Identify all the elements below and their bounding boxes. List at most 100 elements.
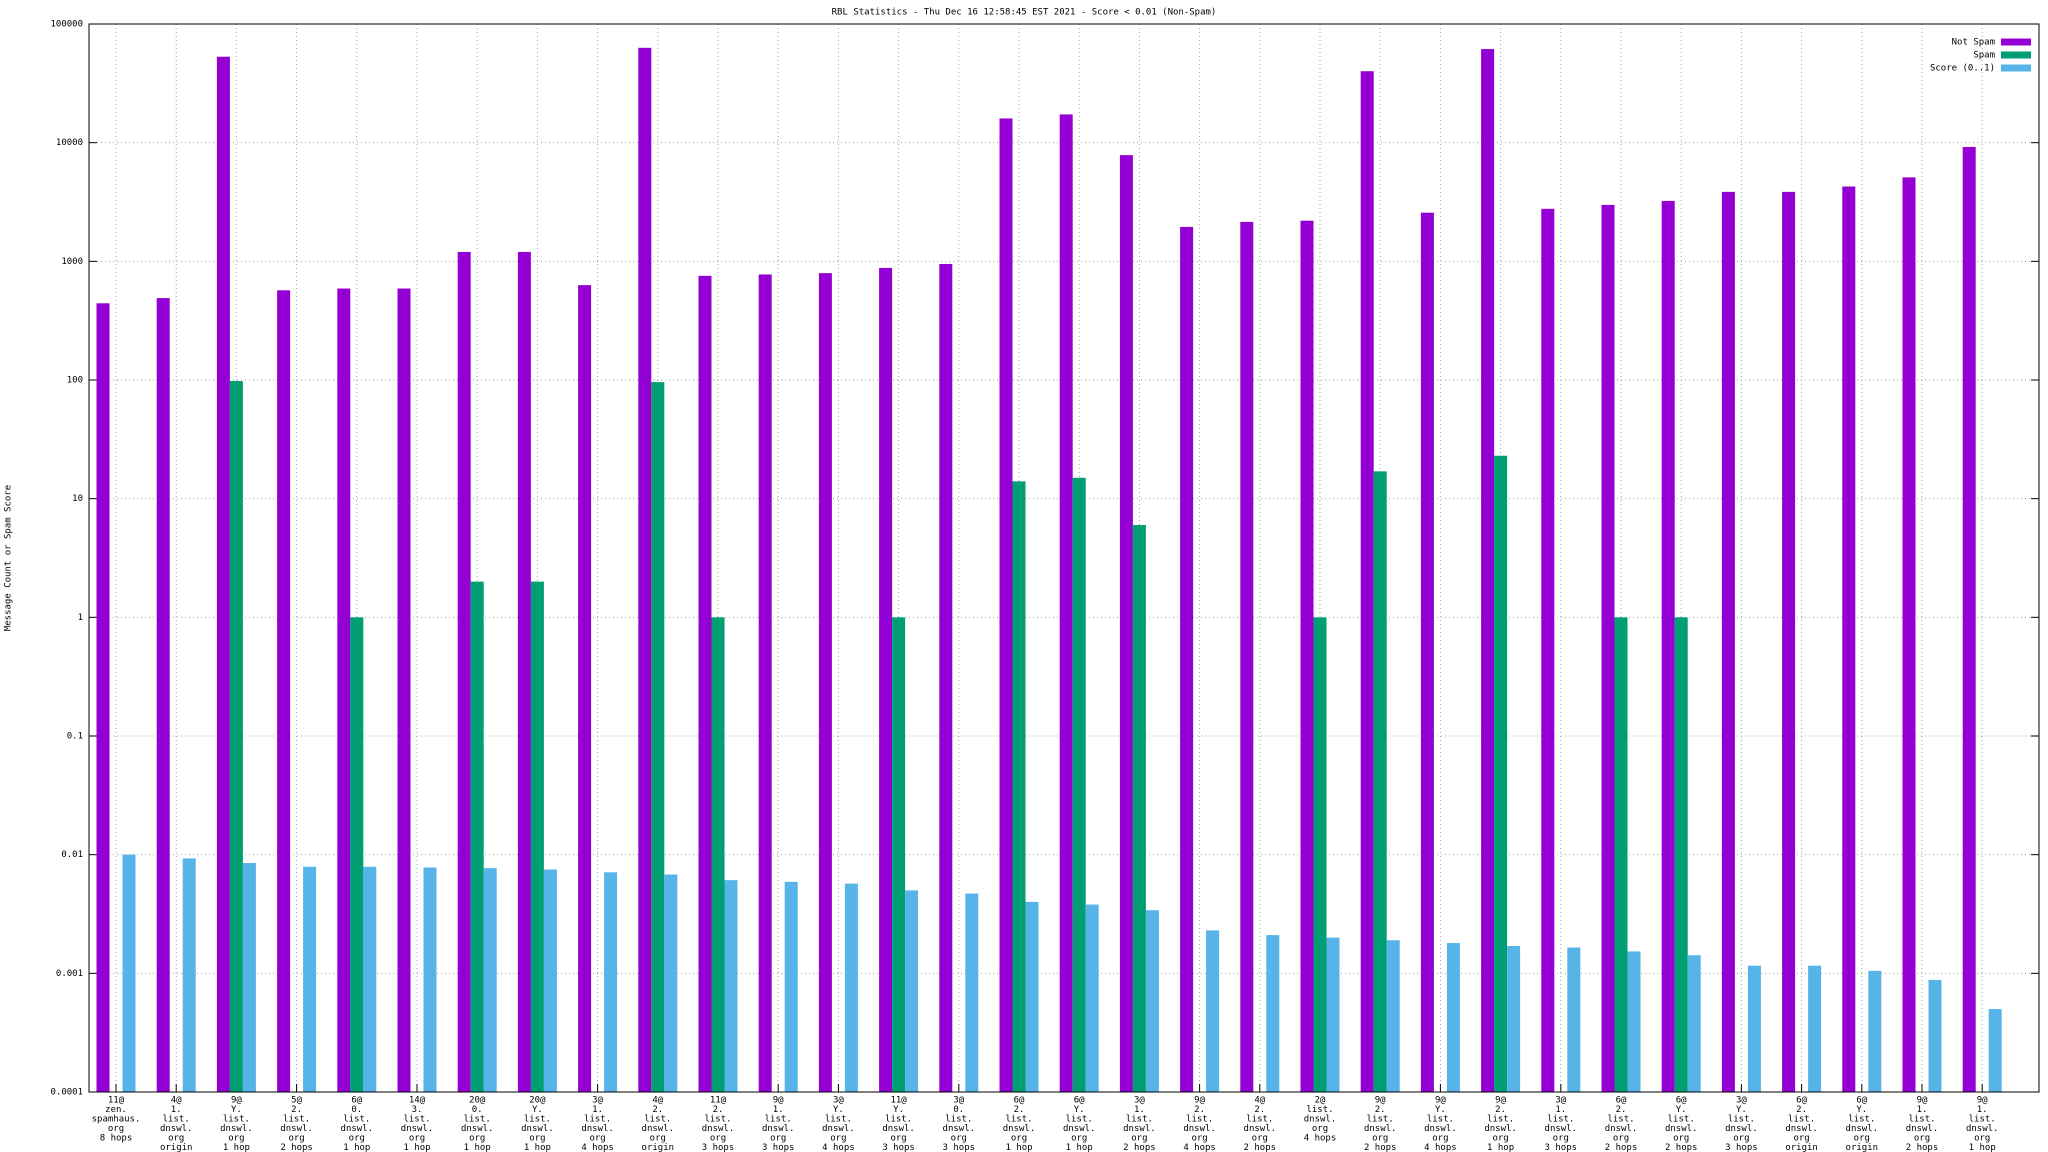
x-tick-label: 1 hop (1066, 1143, 1093, 1152)
bar (483, 868, 497, 1092)
bar (277, 290, 291, 1092)
bar (905, 890, 919, 1092)
x-tick-label: list. (1367, 1115, 1394, 1125)
bar (1206, 930, 1220, 1092)
legend-swatch (2001, 64, 2031, 72)
x-tick-label: 4 hops (822, 1143, 855, 1152)
x-tick-label: list. (1306, 1105, 1333, 1115)
bar (784, 881, 798, 1092)
x-tick-label: org (951, 1134, 967, 1144)
x-tick-label: dnswl. (702, 1124, 735, 1134)
x-tick-label: 6@ (1014, 1096, 1025, 1106)
x-tick-label: 2. (1014, 1105, 1025, 1115)
y-tick-label: 1 (78, 613, 83, 623)
x-tick-label: org (469, 1134, 485, 1144)
x-tick-label: list. (1908, 1115, 1935, 1125)
bar (1567, 947, 1581, 1092)
x-tick-label: Y. (532, 1105, 543, 1115)
x-tick-label: list. (704, 1115, 731, 1125)
bar (1085, 904, 1099, 1092)
bar (1507, 945, 1521, 1092)
x-tick-label: 2@ (1315, 1096, 1326, 1106)
bar (457, 251, 471, 1093)
x-tick-label: origin (160, 1143, 193, 1152)
bar (1928, 979, 1942, 1092)
x-tick-label: 1. (1917, 1105, 1928, 1115)
y-tick-label: 10000 (56, 138, 83, 148)
x-tick-label: org (1071, 1134, 1087, 1144)
x-tick-label: 1. (1977, 1105, 1988, 1115)
chart-title: RBL Statistics - Thu Dec 16 12:58:45 EST… (832, 8, 1217, 18)
x-tick-label: 2 hops (280, 1143, 313, 1152)
x-tick-label: 6@ (1074, 1096, 1085, 1106)
x-tick-label: Y. (231, 1105, 242, 1115)
bar (1721, 191, 1735, 1093)
x-tick-label: 8 hops (100, 1134, 133, 1144)
x-tick-label: org (1733, 1134, 1749, 1144)
bar (578, 285, 592, 1093)
bar (698, 275, 712, 1092)
x-tick-label: dnswl. (1123, 1124, 1156, 1134)
x-tick-label: dnswl. (220, 1124, 253, 1134)
x-tick-label: 4 hops (581, 1143, 614, 1152)
bar (543, 869, 557, 1092)
x-tick-label: list. (1126, 1115, 1153, 1125)
x-tick-label: org (1854, 1134, 1870, 1144)
bar (242, 863, 256, 1092)
x-tick-label: 2. (713, 1105, 724, 1115)
bar (303, 866, 317, 1092)
x-tick-label: org (1793, 1134, 1809, 1144)
x-tick-label: dnswl. (401, 1124, 434, 1134)
x-tick-label: org (1011, 1134, 1027, 1144)
x-tick-label: list. (1487, 1115, 1514, 1125)
legend-label: Not Spam (1952, 38, 1995, 48)
bar (1386, 940, 1400, 1092)
bar (1300, 220, 1314, 1093)
x-tick-label: 1 hop (524, 1143, 551, 1152)
x-tick-label: 6@ (1616, 1096, 1627, 1106)
bar (1420, 212, 1434, 1093)
y-tick-label: 10 (72, 494, 83, 504)
x-tick-label: 1 hop (343, 1143, 370, 1152)
bar (1868, 970, 1882, 1092)
x-tick-label: list. (1005, 1115, 1032, 1125)
x-tick-label: dnswl. (1966, 1124, 1999, 1134)
x-tick-label: list. (885, 1115, 912, 1125)
x-tick-label: dnswl. (1063, 1124, 1096, 1134)
x-tick-label: 3@ (953, 1096, 964, 1106)
bar (1481, 49, 1495, 1093)
x-tick-label: dnswl. (1785, 1124, 1818, 1134)
bar (1614, 617, 1628, 1092)
x-tick-label: list. (343, 1115, 370, 1125)
x-tick-label: org (349, 1134, 365, 1144)
legend-label: Score (0..1) (1930, 64, 1995, 74)
x-tick-label: Y. (1736, 1105, 1747, 1115)
bar (1808, 965, 1822, 1092)
bar (1072, 477, 1086, 1092)
x-tick-label: 1 hop (1005, 1143, 1032, 1152)
x-tick-label: 0. (953, 1105, 964, 1115)
bar (1360, 71, 1374, 1092)
bar (844, 883, 858, 1092)
bar (1446, 943, 1460, 1092)
bar (711, 617, 725, 1092)
y-tick-label: 100000 (50, 20, 83, 30)
x-tick-label: org (770, 1134, 786, 1144)
x-tick-label: list. (163, 1115, 190, 1125)
x-tick-label: dnswl. (1545, 1124, 1578, 1134)
bar (892, 617, 906, 1092)
x-tick-label: 9@ (1194, 1096, 1205, 1106)
x-tick-label: Y. (833, 1105, 844, 1115)
x-tick-label: list. (1186, 1115, 1213, 1125)
x-tick-label: list. (1848, 1115, 1875, 1125)
bar (470, 581, 484, 1092)
x-tick-label: 1. (171, 1105, 182, 1115)
x-tick-label: org (108, 1124, 124, 1134)
x-tick-label: org (1613, 1134, 1629, 1144)
x-tick-label: 4@ (652, 1096, 663, 1106)
legend-swatch (2001, 38, 2031, 46)
x-tick-label: 2 hops (1605, 1143, 1638, 1152)
x-tick-label: list. (644, 1115, 671, 1125)
x-tick-label: dnswl. (280, 1124, 313, 1134)
x-tick-label: list. (1547, 1115, 1574, 1125)
